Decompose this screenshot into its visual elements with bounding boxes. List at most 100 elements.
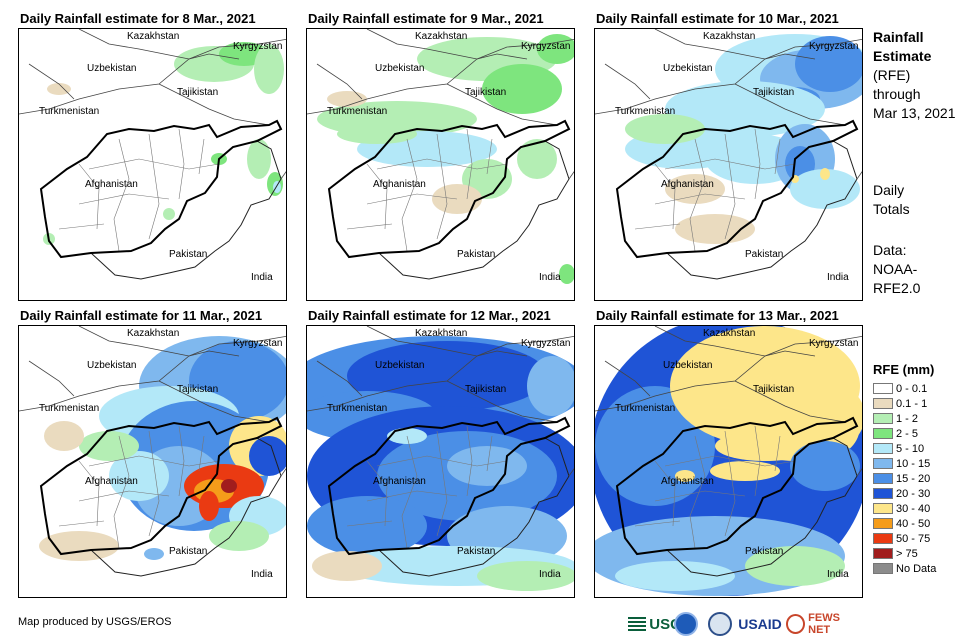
map-graphic <box>595 29 862 280</box>
rainfall-area <box>249 436 286 476</box>
kazakhstan-border <box>476 38 574 60</box>
country-label-turkmenistan: Turkmenistan <box>327 106 388 117</box>
country-label-kazakhstan: Kazakhstan <box>415 31 468 42</box>
country-label-pakistan: Pakistan <box>457 546 496 557</box>
legend-item: 30 - 40 <box>873 501 936 516</box>
legend-label: 20 - 30 <box>896 487 931 500</box>
india-border <box>568 171 574 180</box>
country-label-india: India <box>827 569 849 580</box>
country-label-afghanistan: Afghanistan <box>661 476 714 487</box>
panel-title-10-mar: Daily Rainfall estimate for 10 Mar., 202… <box>596 11 839 26</box>
rainfall-area <box>47 83 71 95</box>
rainfall-area <box>312 551 382 581</box>
uzbekistan-border <box>307 350 528 412</box>
rainfall-area <box>273 181 281 193</box>
legend-item: 0.1 - 1 <box>873 396 936 411</box>
kazakhstan-border <box>188 38 286 60</box>
map-graphic <box>595 326 862 596</box>
side-title-line-1: Rainfall <box>873 29 924 45</box>
kazakhstan-south-border <box>654 29 766 60</box>
side-data-line-3: RFE2.0 <box>873 280 921 296</box>
kazakhstan-border <box>476 335 574 357</box>
rainfall-area <box>790 441 860 491</box>
country-label-india: India <box>827 272 849 283</box>
country-label-kyrgyzstan: Kyrgyzstan <box>233 338 283 349</box>
country-label-uzbekistan: Uzbekistan <box>375 63 425 74</box>
legend-item: > 75 <box>873 546 936 561</box>
country-label-pakistan: Pakistan <box>169 249 208 260</box>
country-label-uzbekistan: Uzbekistan <box>87 63 137 74</box>
country-label-pakistan: Pakistan <box>457 249 496 260</box>
fews-net-logo-text: FEWS NET <box>808 612 840 636</box>
country-label-kazakhstan: Kazakhstan <box>127 328 180 339</box>
doi-seal-icon <box>706 610 734 638</box>
rainfall-area <box>710 461 780 481</box>
kazakhstan-south-border <box>654 326 766 357</box>
usaid-logo-text: USAID <box>738 616 782 632</box>
rainfall-area <box>665 174 725 204</box>
rainfall-area <box>820 168 830 180</box>
rainfall-area <box>337 124 417 144</box>
rainfall-area <box>790 169 860 209</box>
legend-label: 0.1 - 1 <box>896 397 928 410</box>
side-title-line-3: (RFE) <box>873 67 911 83</box>
country-label-kyrgyzstan: Kyrgyzstan <box>233 41 283 52</box>
turkmen-border <box>28 63 75 100</box>
rainfall-area <box>675 470 695 482</box>
legend-swatch <box>873 518 893 529</box>
country-label-uzbekistan: Uzbekistan <box>375 360 425 371</box>
usaid-logo: USAID <box>736 610 784 638</box>
rainfall-map-9-mar: Kazakhstan Kyrgyzstan Uzbekistan Tajikistan… <box>306 28 575 301</box>
legend-swatch <box>873 503 893 514</box>
rainfall-area <box>209 521 269 551</box>
country-label-kyrgyzstan: Kyrgyzstan <box>809 41 859 52</box>
country-label-afghanistan: Afghanistan <box>661 179 714 190</box>
uzbekistan-border <box>307 53 528 115</box>
panel-title-12-mar: Daily Rainfall estimate for 12 Mar., 202… <box>308 308 551 323</box>
country-label-turkmenistan: Turkmenistan <box>327 403 388 414</box>
turkmen-border <box>316 360 363 397</box>
india-border <box>856 468 862 477</box>
tajikistan-border <box>734 83 846 126</box>
country-label-afghanistan: Afghanistan <box>373 476 426 487</box>
legend-label: 15 - 20 <box>896 472 931 485</box>
country-label-uzbekistan: Uzbekistan <box>663 63 713 74</box>
afghanistan-border <box>39 416 283 556</box>
afghanistan-border <box>327 119 571 259</box>
rainfall-area <box>625 114 705 144</box>
province-boundaries <box>346 128 508 252</box>
uzbekistan-border <box>19 53 240 115</box>
tajikistan-border <box>158 380 270 423</box>
kazakhstan-south-border <box>366 326 478 357</box>
fews-net-logo: FEWS NET <box>786 610 862 638</box>
legend-label: No Data <box>896 562 937 575</box>
rainfall-area <box>745 546 845 586</box>
map-graphic <box>19 29 286 280</box>
country-label-tajikistan: Tajikistan <box>753 384 795 395</box>
footer-credit: Map produced by USGS/EROS <box>18 616 172 628</box>
rainfall-area <box>163 208 175 220</box>
side-totals-line-1: Daily <box>873 182 905 198</box>
legend-swatch <box>873 443 893 454</box>
legend-title: RFE (mm) <box>873 362 935 377</box>
country-label-turkmenistan: Turkmenistan <box>615 403 676 414</box>
country-label-turkmenistan: Turkmenistan <box>615 106 676 117</box>
kazakhstan-south-border <box>366 29 478 60</box>
legend-item: 20 - 30 <box>873 486 936 501</box>
legend-swatch <box>873 458 893 469</box>
panel-title-11-mar: Daily Rainfall estimate for 11 Mar., 202… <box>20 308 263 323</box>
tajikistan-border <box>158 83 270 126</box>
rainfall-area <box>795 36 862 92</box>
legend-swatch <box>873 533 893 544</box>
map-graphic <box>19 326 286 577</box>
india-border <box>280 468 286 477</box>
turkmen-border <box>28 360 75 397</box>
legend-label: > 75 <box>896 547 918 560</box>
legend-swatch <box>873 488 893 499</box>
side-through: through <box>873 86 921 102</box>
legend-label: 30 - 40 <box>896 502 931 515</box>
country-label-kazakhstan: Kazakhstan <box>127 31 180 42</box>
kazakhstan-border <box>764 38 862 60</box>
legend-label: 1 - 2 <box>896 412 919 425</box>
legend-item: 10 - 15 <box>873 456 936 471</box>
